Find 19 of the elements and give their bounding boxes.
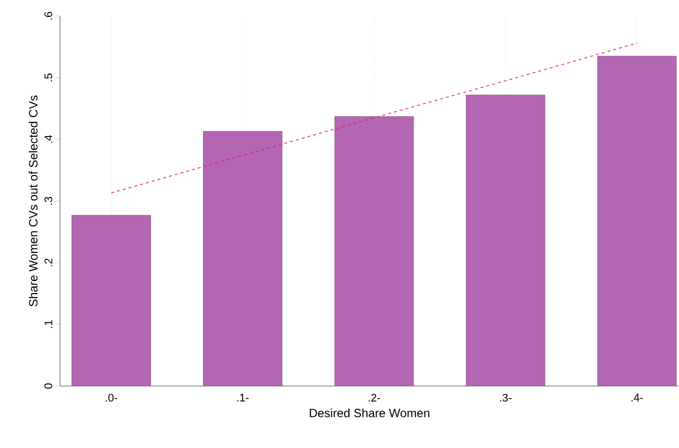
bar: [466, 94, 546, 386]
bar: [203, 131, 282, 386]
y-tick-label: .1: [44, 320, 52, 328]
y-tick-label: .5: [44, 74, 52, 82]
y-tick-label: .3: [44, 196, 52, 205]
bar: [334, 116, 414, 386]
y-tick-label: .6: [44, 12, 52, 20]
x-tick-label: .3-: [500, 394, 512, 402]
x-axis-title: Desired Share Women: [310, 408, 430, 418]
x-tick-label: .2-: [368, 394, 380, 402]
bar: [72, 214, 151, 386]
y-tick-label: .2: [44, 258, 52, 266]
y-tick-label: .4: [44, 135, 52, 143]
x-tick-label: .1-: [237, 394, 249, 402]
x-tick-label: .0-: [106, 394, 118, 402]
x-tick-label: .4-: [632, 394, 643, 402]
bar: [597, 56, 677, 386]
y-axis-title: Share Women CVs out of Selected CVs: [28, 96, 38, 306]
y-tick-label: 0: [44, 383, 52, 389]
